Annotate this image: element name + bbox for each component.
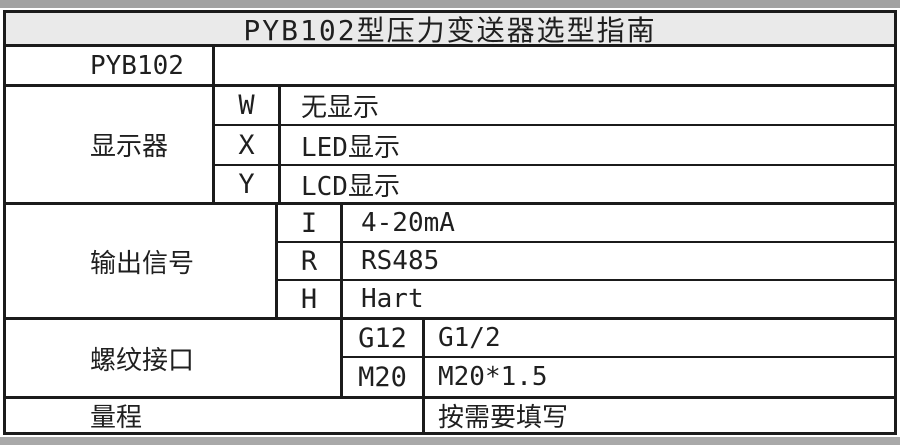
- option-desc: LED显示: [301, 132, 400, 163]
- model-label: PYB102: [6, 47, 215, 84]
- section-thread-options: G12 G1/2 M20 M20*1.5: [343, 320, 894, 396]
- selection-guide-table: PYB102型压力变送器选型指南 PYB102 显示器 W 无显示 X LED显…: [3, 10, 897, 435]
- section-output-signal: 输出信号 I 4-20mA R RS485 H Hart: [6, 202, 894, 317]
- top-gray-strip: [0, 0, 900, 8]
- bottom-gray-strip: [0, 437, 900, 445]
- option-code: H: [278, 281, 343, 317]
- option-row: G12 G1/2: [343, 320, 894, 356]
- option-row: Y LCD显示: [215, 164, 894, 202]
- section-display: 显示器 W 无显示 X LED显示 Y LCD显示: [6, 84, 894, 202]
- option-row: I 4-20mA: [278, 205, 894, 241]
- option-desc: RS485: [361, 246, 440, 276]
- section-display-label: 显示器: [6, 87, 215, 202]
- option-row: W 无显示: [215, 87, 894, 124]
- option-desc: LCD显示: [301, 171, 400, 202]
- option-code: R: [278, 243, 343, 279]
- section-thread-interface: 螺纹接口 G12 G1/2 M20 M20*1.5: [6, 317, 894, 396]
- option-code: X: [215, 126, 281, 164]
- model-value-empty: [215, 47, 894, 84]
- table-title: PYB102型压力变送器选型指南: [6, 13, 894, 47]
- range-value: 按需要填写: [438, 403, 569, 432]
- range-row: 量程 按需要填写: [6, 396, 894, 432]
- range-label: 量程: [6, 399, 425, 432]
- section-thread-label: 螺纹接口: [6, 320, 343, 396]
- option-row: H Hart: [278, 279, 894, 317]
- option-code: G12: [343, 320, 425, 356]
- section-output-label: 输出信号: [6, 205, 278, 317]
- option-code: M20: [343, 358, 425, 396]
- option-row: R RS485: [278, 241, 894, 279]
- option-desc: Hart: [361, 284, 424, 314]
- option-code: W: [215, 87, 281, 124]
- option-desc: 无显示: [301, 93, 380, 123]
- option-code: Y: [215, 166, 281, 202]
- section-output-options: I 4-20mA R RS485 H Hart: [278, 205, 894, 317]
- option-row: M20 M20*1.5: [343, 356, 894, 396]
- option-desc: M20*1.5: [438, 362, 548, 392]
- section-display-options: W 无显示 X LED显示 Y LCD显示: [215, 87, 894, 202]
- option-code: I: [278, 205, 343, 241]
- model-row: PYB102: [6, 44, 894, 84]
- option-desc: G1/2: [438, 323, 501, 353]
- option-row: X LED显示: [215, 124, 894, 164]
- option-desc: 4-20mA: [361, 208, 455, 238]
